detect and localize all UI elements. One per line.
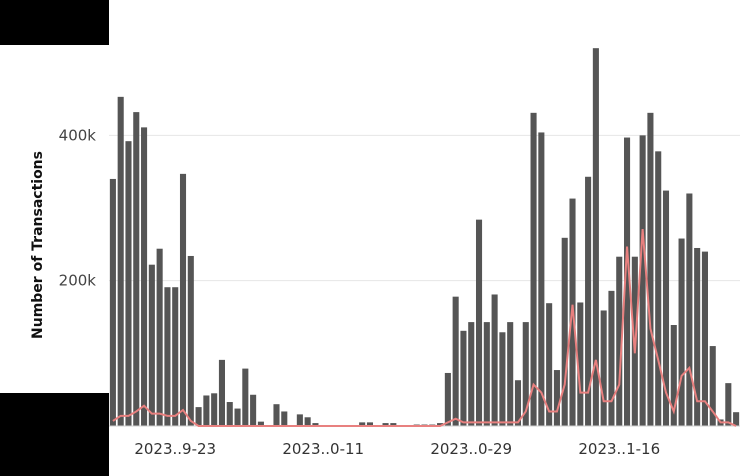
- bar: [491, 294, 498, 426]
- bar: [608, 290, 615, 426]
- bar: [109, 178, 116, 426]
- bar: [179, 173, 187, 426]
- x-tick-label: 2023..0-29: [430, 440, 512, 458]
- bar: [304, 417, 311, 426]
- bar: [257, 421, 264, 426]
- bar: [460, 330, 467, 426]
- bar: [530, 112, 537, 426]
- bar: [437, 423, 444, 426]
- bar: [475, 219, 483, 426]
- bar: [725, 383, 732, 426]
- y-tick-label: 200k: [59, 272, 97, 290]
- bar: [468, 322, 475, 426]
- bar: [366, 422, 374, 426]
- bar: [452, 296, 459, 426]
- bar: [678, 238, 685, 426]
- bar: [296, 414, 303, 426]
- bar: [444, 372, 451, 426]
- bar: [499, 332, 506, 426]
- bar: [647, 112, 654, 426]
- bar: [624, 137, 631, 427]
- bar: [592, 48, 599, 427]
- bar: [148, 264, 155, 426]
- bar: [125, 141, 132, 427]
- bar: [203, 395, 210, 426]
- bar: [616, 256, 623, 426]
- redaction-box-top-left: [0, 0, 109, 45]
- bar: [686, 193, 693, 426]
- bar: [250, 394, 257, 426]
- bar: [670, 325, 677, 426]
- bar: [133, 112, 140, 427]
- bar: [514, 380, 522, 426]
- bar: [172, 287, 179, 426]
- bar: [281, 411, 288, 426]
- y-axis-label: Number of Transactions: [30, 151, 46, 339]
- bar: [662, 190, 670, 426]
- bar: [312, 423, 319, 426]
- bar: [538, 132, 545, 426]
- bar: [561, 237, 568, 426]
- bar: [522, 322, 529, 426]
- line-series: [112, 229, 737, 427]
- bar: [577, 302, 584, 426]
- bar: [709, 346, 716, 426]
- bar: [117, 96, 124, 426]
- bar: [483, 322, 490, 426]
- y-axis-ticks: 200k 400k: [59, 126, 97, 289]
- x-axis-ticks: 2023..9-23 2023..0-11 2023..0-29 2023..1-16: [134, 440, 660, 458]
- bar: [507, 322, 514, 426]
- bar: [141, 127, 148, 427]
- bar: [218, 359, 225, 426]
- bar: [733, 412, 740, 426]
- bar: [694, 247, 701, 426]
- bar: [639, 135, 646, 427]
- redaction-box-bottom-left: [0, 393, 109, 476]
- bar: [382, 423, 389, 426]
- bar: [234, 408, 241, 426]
- y-tick-label: 400k: [59, 126, 97, 144]
- x-tick-label: 2023..1-16: [578, 440, 660, 458]
- bar: [655, 151, 662, 426]
- bar: [242, 368, 249, 426]
- bar: [359, 422, 366, 426]
- x-tick-label: 2023..9-23: [134, 440, 216, 458]
- bar: [156, 248, 163, 426]
- bar: [701, 251, 708, 426]
- bar: [585, 176, 592, 426]
- bar-series: [109, 48, 740, 427]
- bar: [164, 287, 171, 426]
- bar: [600, 310, 607, 426]
- bar: [553, 370, 560, 426]
- bar: [273, 404, 280, 426]
- bar: [187, 255, 194, 426]
- bar: [226, 402, 233, 426]
- x-tick-label: 2023..0-11: [282, 440, 364, 458]
- bar: [195, 407, 202, 426]
- bar: [390, 423, 397, 426]
- bar: [211, 393, 218, 426]
- bar: [546, 303, 553, 426]
